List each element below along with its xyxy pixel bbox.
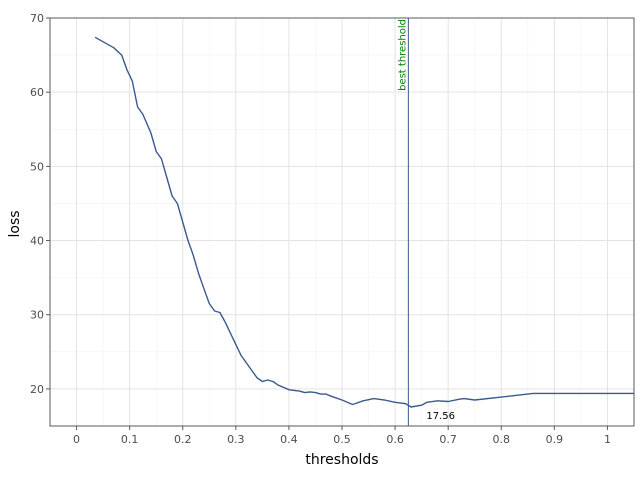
x-tick-label: 0.2: [174, 433, 192, 446]
y-axis-ticks: 20 30 40 50 60 70: [30, 12, 50, 396]
y-axis-title: loss: [7, 210, 23, 237]
y-tick-label: 30: [30, 309, 44, 322]
y-tick-label: 40: [30, 235, 44, 248]
x-tick-label: 0.5: [333, 433, 351, 446]
best-threshold-label: best threshold: [397, 19, 408, 91]
x-tick-label: 0.4: [280, 433, 298, 446]
series-layer: [94, 36, 634, 408]
x-tick-label: 0.9: [546, 433, 564, 446]
x-tick-label: 0.3: [227, 433, 245, 446]
x-tick-label: 0.1: [121, 433, 139, 446]
x-tick-label: 0.8: [493, 433, 511, 446]
x-tick-label: 0: [73, 433, 80, 446]
major-gridlines: [50, 17, 634, 426]
min-loss-label: 17.56: [426, 411, 455, 422]
x-tick-label: 0.7: [439, 433, 457, 446]
y-tick-label: 70: [30, 12, 44, 25]
series-line: [94, 36, 634, 408]
x-tick-label: 0.6: [386, 433, 404, 446]
x-tick-label: 1: [604, 433, 611, 446]
y-tick-label: 50: [30, 160, 44, 173]
y-tick-label: 60: [30, 86, 44, 99]
x-axis-ticks: 0 0.1 0.2 0.3 0.4 0.5 0.6 0.7 0.8 0.9 1: [73, 426, 611, 446]
best-threshold-layer: best threshold 17.56: [397, 18, 455, 426]
x-axis-title: thresholds: [305, 452, 378, 468]
y-tick-label: 20: [30, 383, 44, 396]
